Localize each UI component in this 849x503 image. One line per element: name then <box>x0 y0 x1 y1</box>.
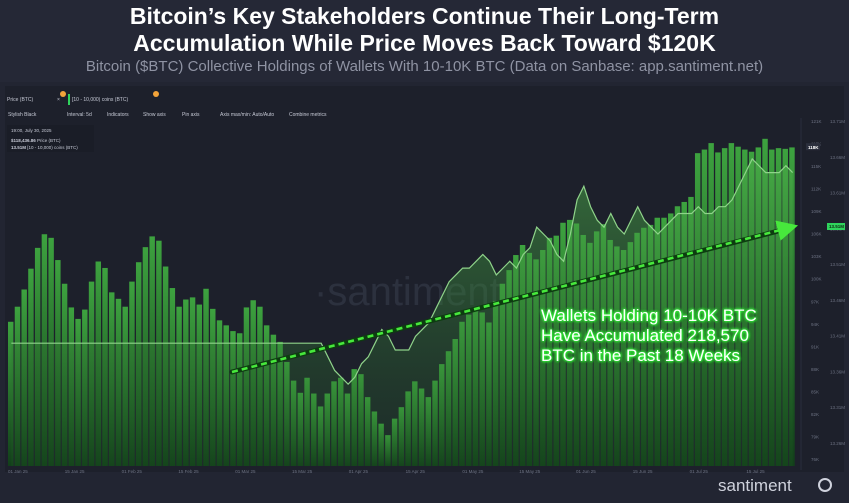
price-tick-label: 121K <box>811 119 822 124</box>
santiment-logo-icon <box>818 478 832 492</box>
holdings-tick-label: 13.66M <box>830 155 845 160</box>
price-tick-label: 76K <box>811 457 819 462</box>
price-tick-label: 94K <box>811 322 819 327</box>
price-tick-label: 85K <box>811 389 819 394</box>
metric-holdings-tab[interactable]: [10 - 10,000) coins (BTC) <box>72 97 129 103</box>
holdings-current-label: 13.51M <box>829 224 844 229</box>
combine-metrics-button[interactable]: Combine metrics <box>289 112 327 118</box>
tooltip-holdings-row: 13.51M [10 - 10,000) coins (BTC) <box>11 145 78 150</box>
tooltip-price-row: $118,436.86 Price (BTC) <box>11 138 61 143</box>
x-tick-label: 15 Feb 25 <box>178 469 199 474</box>
chart-annotation: Wallets Holding 10-10K BTC Have Accumula… <box>541 306 757 366</box>
tooltip-box: 19:00, July 30, 2025 $118,436.86 Price (… <box>7 125 94 152</box>
metric-close-icon[interactable]: × <box>57 97 60 103</box>
x-tick-label: 01 Feb 25 <box>122 469 143 474</box>
holdings-line <box>11 157 794 385</box>
price-tick-label: 88K <box>811 367 819 372</box>
page-subtitle: Bitcoin ($BTC) Collective Holdings of Wa… <box>85 58 764 75</box>
x-tick-label: 01 Jan 25 <box>8 469 28 474</box>
x-tick-label: 15 Jan 25 <box>65 469 85 474</box>
price-bar <box>8 321 14 466</box>
indicators-button[interactable]: Indicators <box>107 112 129 118</box>
tooltip-holdings-value: 13.51M <box>11 145 27 150</box>
holdings-current-badge <box>827 223 845 230</box>
price-tick-label: 79K <box>811 435 819 440</box>
annotation-line2: Have Accumulated 218,570 <box>541 326 749 345</box>
x-tick-label: 15 Mar 25 <box>292 469 313 474</box>
tooltip-holdings-label: [10 - 10,000) coins (BTC) <box>27 145 78 150</box>
metric-badge-icon-2 <box>153 91 159 97</box>
header: Bitcoin’s Key Stakeholders Continue Thei… <box>0 0 849 82</box>
holdings-tick-label: 13.26M <box>830 441 845 446</box>
tooltip-price-label: Price (BTC) <box>37 138 61 143</box>
holdings-tick-label: 13.31M <box>830 405 845 410</box>
trend-arrow <box>231 220 799 374</box>
metric-badge-icon <box>60 91 66 97</box>
holdings-tick-label: 13.41M <box>830 334 845 339</box>
axis-max-min-select[interactable]: Axis max/min: Auto/Auto <box>220 112 275 118</box>
x-tick-label: 01 Jul 25 <box>690 469 709 474</box>
price-tick-label: 106K <box>811 232 822 237</box>
annotation-line3: BTC in the Past 18 Weeks <box>541 346 741 365</box>
price-tick-label: 103K <box>811 254 822 259</box>
interval-select[interactable]: Interval: 5d <box>67 112 92 118</box>
x-tick-label: 15 May 25 <box>519 469 541 474</box>
price-current-badge <box>806 143 820 151</box>
holdings-tick-label: 13.71M <box>830 119 845 124</box>
style-select[interactable]: Stylish Black <box>8 112 37 118</box>
show-axis-toggle[interactable]: Show axis <box>143 112 166 118</box>
annotation-line1: Wallets Holding 10-10K BTC <box>541 306 757 325</box>
tooltip-date: 19:00, July 30, 2025 <box>11 128 52 133</box>
tooltip-price-value: $118,436.86 <box>11 138 36 143</box>
price-tick-label: 91K <box>811 344 819 349</box>
x-tick-label: 01 Jun 25 <box>576 469 596 474</box>
x-tick-label: 01 Mar 25 <box>235 469 256 474</box>
metric-color-indicator <box>68 94 70 105</box>
price-current-label: 118K <box>808 145 819 150</box>
page-title-line1: Bitcoin’s Key Stakeholders Continue Thei… <box>129 3 720 29</box>
price-tick-label: 100K <box>811 277 822 282</box>
x-tick-label: 15 Apr 25 <box>406 469 426 474</box>
holdings-tick-label: 13.51M <box>830 262 845 267</box>
price-tick-label: 112K <box>811 187 821 192</box>
holdings-area <box>11 158 793 466</box>
price-tick-label: 109K <box>811 209 822 214</box>
price-tick-label: 115K <box>811 164 821 169</box>
page-title-line2: Accumulation While Price Moves Back Towa… <box>133 30 716 56</box>
holdings-tick-label: 13.36M <box>830 369 845 374</box>
metric-price-tab[interactable]: Price (BTC) <box>7 97 34 103</box>
pin-axis-toggle[interactable]: Pin axis <box>182 112 200 118</box>
price-tick-label: 97K <box>811 299 819 304</box>
x-tick-label: 01 Apr 25 <box>349 469 369 474</box>
holdings-tick-label: 13.61M <box>830 191 845 196</box>
santiment-logo: santiment <box>718 476 792 495</box>
x-tick-label: 15 Jun 25 <box>633 469 653 474</box>
x-tick-label: 01 May 25 <box>462 469 484 474</box>
holdings-tick-label: 13.46M <box>830 298 845 303</box>
price-tick-label: 82K <box>811 412 819 417</box>
x-tick-label: 15 Jul 25 <box>746 469 765 474</box>
